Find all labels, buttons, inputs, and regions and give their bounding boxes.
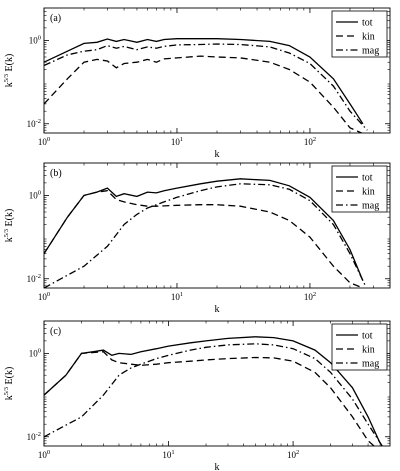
legend: tot kin mag [331, 165, 388, 213]
series-line-kin [44, 351, 376, 446]
x-axis-title: k [215, 462, 220, 471]
x-tick-label: 101 [171, 136, 183, 147]
panel-label: (b) [50, 168, 62, 179]
legend-label-tot: tot [362, 331, 373, 342]
series-line-tot [44, 178, 364, 281]
y-tick-label: 100 [29, 34, 41, 45]
series-line-kin [44, 55, 364, 133]
panel-label: (a) [50, 13, 61, 24]
chart-panel-b: 100 101 102 10-2 100 (b) tot kin mag k k5/3 E(k) [3, 162, 391, 315]
x-tick-label: 100 [38, 291, 50, 302]
x-tick-label: 102 [304, 136, 316, 147]
legend-label-tot: tot [362, 18, 373, 29]
plot-frame [43, 320, 391, 447]
chart-panel-a: 100 101 102 10-2 100 (a) tot kin mag k k5/3 E(k) [3, 7, 391, 160]
legend-label-mag: mag [362, 201, 379, 212]
panel-label: (c) [50, 326, 61, 337]
series-line-tot [44, 38, 364, 125]
x-tick-label: 100 [38, 136, 50, 147]
legend: tot kin mag [331, 323, 388, 371]
plot-frame [43, 162, 391, 289]
y-tick-label: 100 [29, 347, 41, 358]
chart-panel-c: 100 101 102 10-2 100 (c) tot kin mag k k5/3 E(k) [3, 320, 391, 471]
legend-label-mag: mag [362, 359, 379, 370]
y-axis-title: k5/3 E(k) [3, 367, 15, 401]
x-tick-label: 101 [162, 449, 174, 460]
y-tick-label: 10-2 [27, 118, 41, 129]
x-tick-label: 102 [287, 449, 299, 460]
x-axis-title: k [215, 149, 220, 160]
x-tick-label: 100 [38, 449, 50, 460]
legend-box [331, 323, 388, 371]
legend-label-kin: kin [362, 32, 375, 43]
series-line-mag [44, 343, 383, 446]
y-tick-label: 10-2 [27, 431, 41, 442]
legend-label-mag: mag [362, 46, 379, 57]
legend-label-kin: kin [362, 187, 375, 198]
x-tick-label: 102 [304, 291, 316, 302]
x-axis-title: k [215, 304, 220, 315]
legend-label-kin: kin [362, 345, 375, 356]
legend-label-tot: tot [362, 173, 373, 184]
legend-box [331, 165, 388, 213]
series-line-mag [44, 183, 366, 288]
y-axis-title: k5/3 E(k) [3, 209, 15, 243]
y-tick-label: 10-2 [27, 273, 41, 284]
plot-frame [43, 7, 391, 134]
series-line-tot [44, 336, 381, 444]
x-tick-label: 101 [171, 291, 183, 302]
y-tick-label: 100 [29, 189, 41, 200]
legend: tot kin mag [331, 10, 388, 58]
series-line-kin [44, 190, 364, 288]
y-axis-title: k5/3 E(k) [3, 54, 15, 88]
series-line-mag [44, 43, 368, 131]
legend-box [331, 10, 388, 58]
